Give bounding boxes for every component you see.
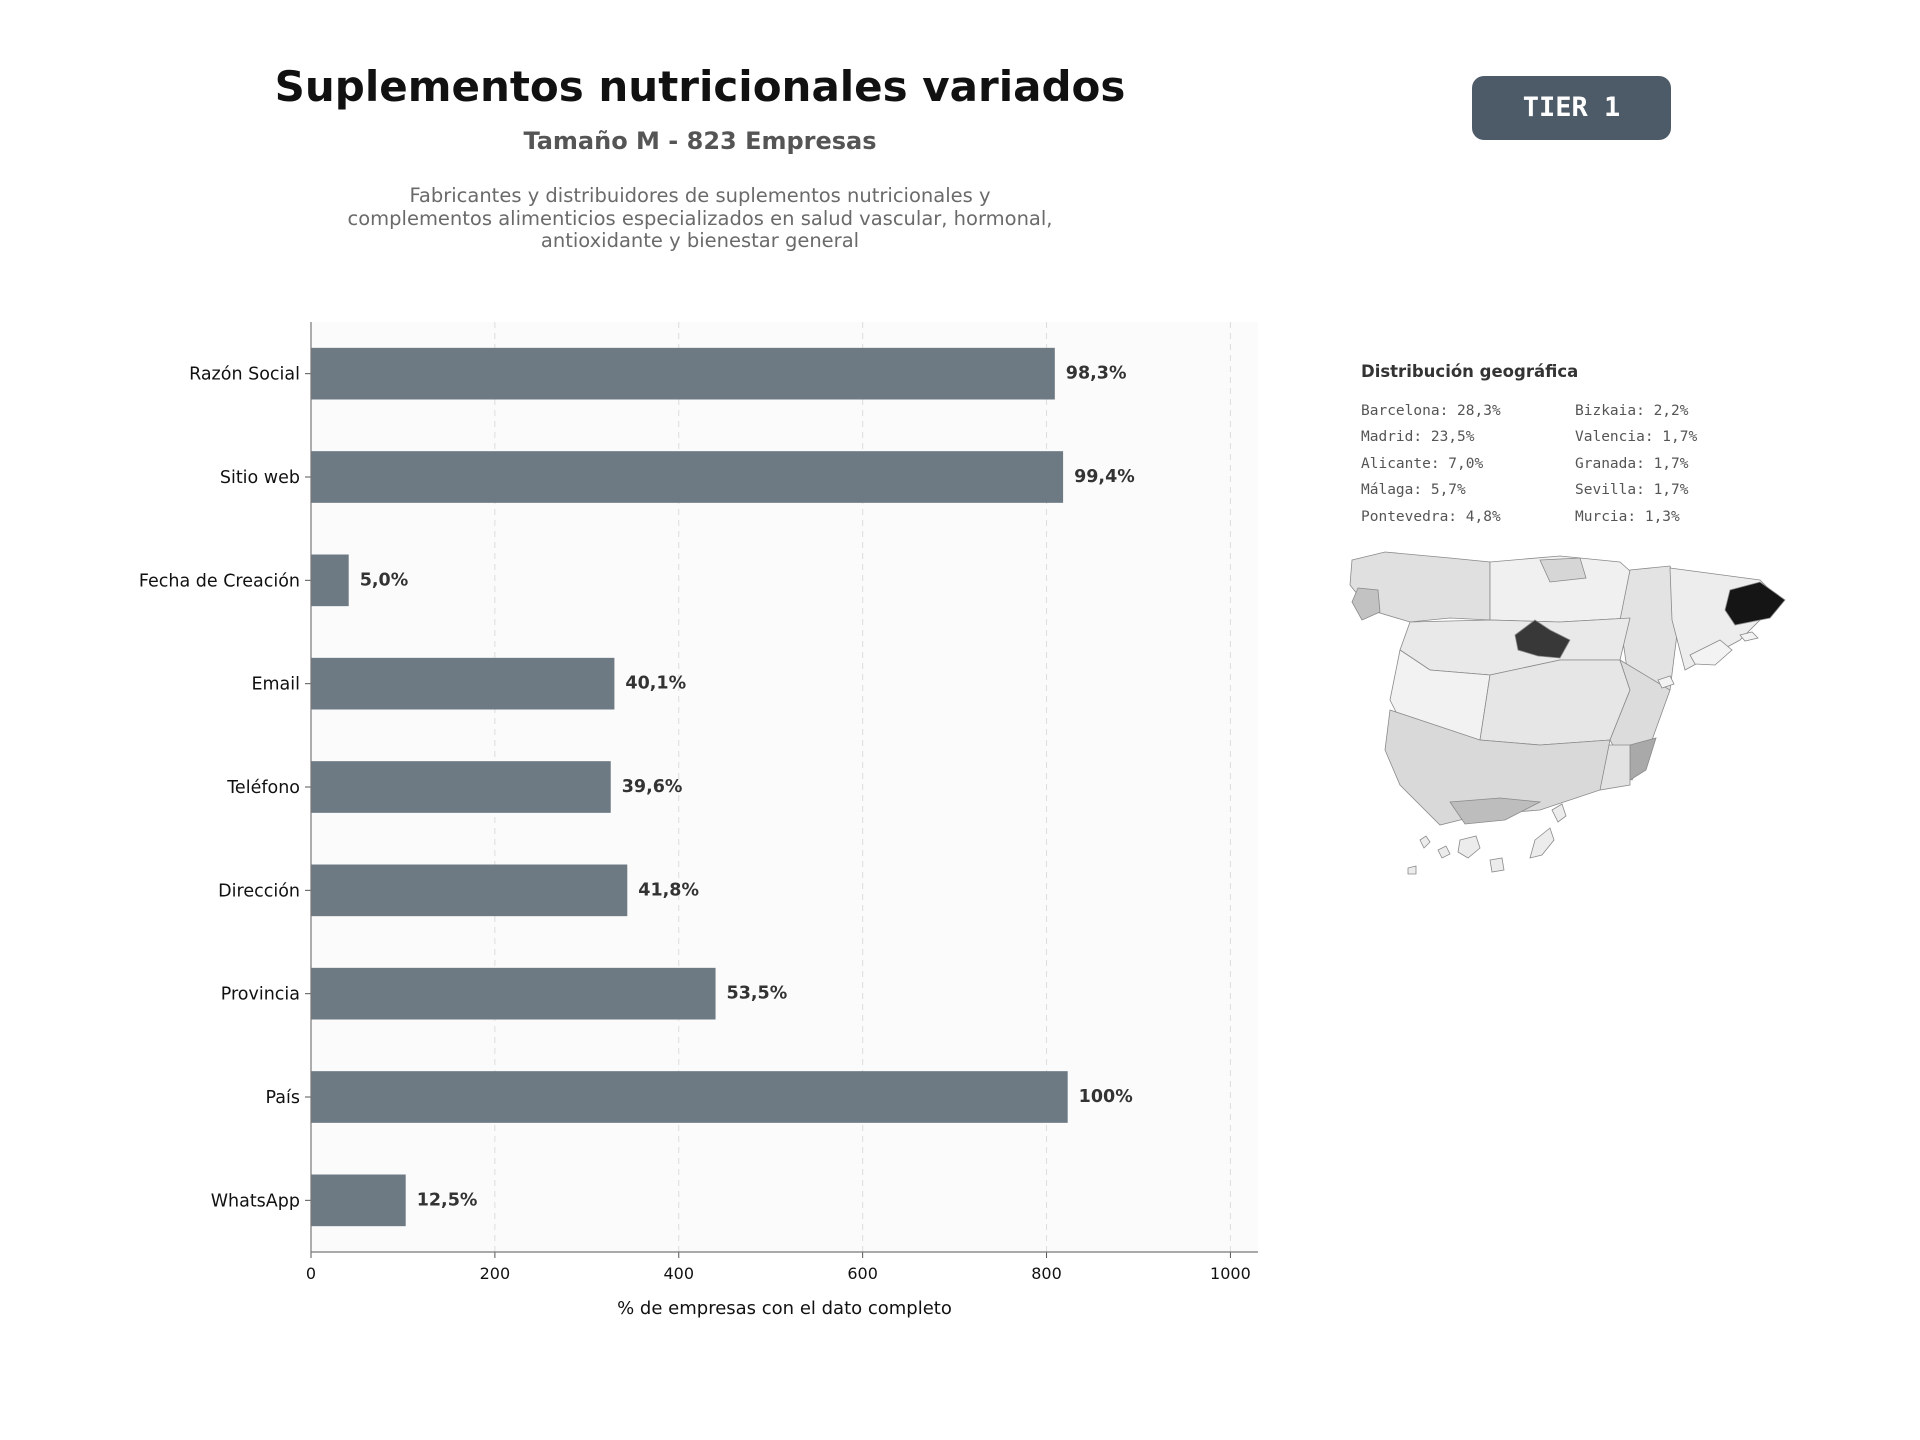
geo-item: Murcia: 1,3% <box>1575 508 1680 525</box>
bar <box>311 1071 1068 1123</box>
category-label: Teléfono <box>226 778 300 798</box>
tier-badge: TIER 1 <box>1472 76 1671 140</box>
x-tick-label: 0 <box>306 1264 316 1283</box>
x-tick-label: 600 <box>847 1264 878 1283</box>
category-label: País <box>266 1088 300 1108</box>
data-label: 40,1% <box>625 674 686 694</box>
description: Fabricantes y distribuidores de suplemen… <box>320 184 1080 253</box>
island-menorca <box>1739 631 1759 642</box>
region-castilla-mancha <box>1479 659 1631 746</box>
island-canary-2 <box>1437 845 1451 859</box>
region-pontevedra <box>1351 587 1381 621</box>
geo-item: Granada: 1,7% <box>1575 455 1689 472</box>
data-label: 99,4% <box>1074 467 1135 487</box>
region-andalucia <box>1384 709 1611 826</box>
bar-chart: 0 200 400 600 800 1000 Razón Social 98,3% Sitio … <box>139 322 1258 1319</box>
geo-item: Alicante: 7,0% <box>1361 455 1484 472</box>
bar <box>311 761 611 813</box>
island-mallorca <box>1689 639 1733 666</box>
peninsula <box>1349 551 1786 826</box>
geo-item: Valencia: 1,7% <box>1575 429 1698 446</box>
data-label: 100% <box>1079 1087 1133 1107</box>
x-axis-title: % de empresas con el dato completo <box>617 1298 952 1319</box>
x-tick-label: 1000 <box>1210 1264 1251 1283</box>
bar <box>311 1174 406 1227</box>
description-line: complementos alimenticios especializados… <box>347 206 1053 230</box>
region-bizkaia <box>1539 557 1587 583</box>
region-alicante <box>1629 737 1657 781</box>
geo-column-left: Barcelona: 28,3% Madrid: 23,5% Alicante:… <box>1361 398 1501 530</box>
island-canary-6 <box>1551 803 1567 823</box>
category-label: WhatsApp <box>211 1191 300 1211</box>
island-canary-4 <box>1489 857 1505 873</box>
data-label: 12,5% <box>417 1190 478 1210</box>
island-canary-5 <box>1529 827 1555 859</box>
region-malaga <box>1449 797 1542 825</box>
x-tick-label: 200 <box>480 1264 511 1283</box>
data-label: 98,3% <box>1066 364 1127 384</box>
bar <box>311 451 1064 503</box>
bar <box>311 864 628 917</box>
page-title: Suplementos nutricionales variados <box>274 62 1126 111</box>
island-canary-7 <box>1407 865 1417 875</box>
description-line: Fabricantes y distribuidores de suplemen… <box>409 184 991 207</box>
data-label: 41,8% <box>638 880 699 900</box>
bar <box>311 347 1055 400</box>
geo-item: Málaga: 5,7% <box>1361 482 1466 499</box>
description-line: antioxidante y bienestar general <box>540 229 860 252</box>
geo-item: Barcelona: 28,3% <box>1361 403 1501 419</box>
bar <box>311 967 716 1020</box>
island-canary-1 <box>1419 835 1431 849</box>
geo-item: Bizkaia: 2,2% <box>1575 403 1689 419</box>
category-label: Fecha de Creación <box>139 571 300 591</box>
data-label: 39,6% <box>622 777 683 797</box>
category-label: Email <box>251 675 300 695</box>
bar <box>311 657 615 710</box>
geo-item: Madrid: 23,5% <box>1361 429 1475 446</box>
bar <box>311 554 349 607</box>
category-label: Provincia <box>221 985 300 1005</box>
geo-item: Sevilla: 1,7% <box>1575 482 1689 499</box>
region-madrid <box>1514 619 1571 659</box>
page-subtitle: Tamaño M - 823 Empresas <box>523 127 877 155</box>
island-canary-3 <box>1457 835 1481 859</box>
geo-column-right: Bizkaia: 2,2% Valencia: 1,7% Granada: 1,… <box>1575 398 1697 530</box>
data-label: 53,5% <box>727 984 788 1004</box>
balearic-islands <box>1657 631 1759 689</box>
island-ibiza <box>1657 675 1675 689</box>
canary-islands <box>1407 803 1567 875</box>
data-label: 5,0% <box>360 570 409 590</box>
x-tick-label: 400 <box>663 1264 694 1283</box>
x-tick-label: 800 <box>1031 1264 1062 1283</box>
spain-choropleth-map <box>1349 551 1786 875</box>
geo-item: Pontevedra: 4,8% <box>1361 508 1501 525</box>
region-barcelona <box>1724 581 1786 626</box>
geo-title: Distribución geográfica <box>1361 362 1579 381</box>
category-label: Razón Social <box>189 365 300 385</box>
category-label: Dirección <box>218 881 300 901</box>
category-label: Sitio web <box>220 468 300 488</box>
